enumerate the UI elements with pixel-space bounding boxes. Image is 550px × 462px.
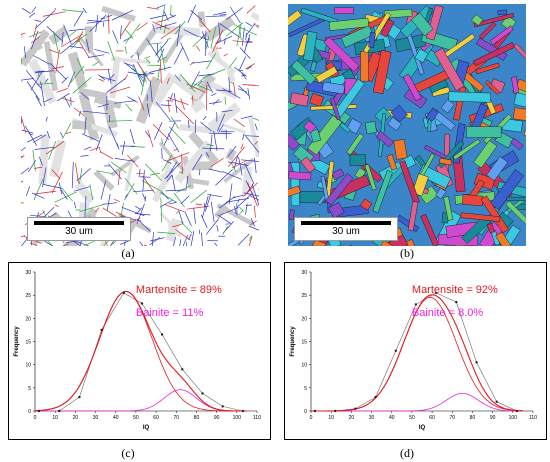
x-tick-label: 40 [113,415,119,421]
x-tick-label: 0 [34,415,37,421]
measured-point [475,361,478,364]
measured-point [140,302,144,305]
x-tick-label: 80 [194,415,200,421]
y-tick-label: 25 [301,293,307,299]
x-tick-label: 80 [470,415,476,421]
y-tick-label: 15 [25,340,31,346]
measured-point [313,409,317,413]
measured-point [515,409,519,413]
bainite-fit-line [35,389,247,412]
measured-point [414,303,418,306]
micrograph-iq-map: 30 um [21,4,259,246]
measured-point [455,300,458,304]
x-tick-label: 70 [449,415,455,421]
iq-histogram-chart-c: 0 10 20 30 40 50 60 70 80 90 100 110 0 5 10 15 20 25 30 IQ F… [8,262,271,440]
measured-point [495,400,498,403]
measured-point [221,405,224,408]
scale-bar-line [34,221,124,225]
y-tick-label: 30 [25,270,31,276]
measured-point [37,409,41,413]
scale-bar-label: 30 um [332,226,360,237]
y-tick-label: 5 [28,386,31,392]
martensite-annotation: Martensite = 89% [136,284,222,296]
measured-point [122,291,126,295]
panel-label-b: (b) [400,246,414,260]
measured-point [58,409,61,413]
iq-boundary-map-image [21,4,259,246]
y-tick-label: 30 [301,270,307,276]
x-tick-label: 70 [173,415,179,421]
x-tick-label: 30 [369,415,375,421]
measured-point [354,407,357,410]
x-tick-label: 110 [529,415,537,421]
x-tick-label: 10 [52,415,58,421]
x-tick-label: 50 [133,415,139,421]
combined-fit-line [35,290,247,412]
measured-point [181,368,184,371]
measured-point [100,328,103,332]
x-tick-label: 90 [214,415,220,421]
panel-label-c: (c) [121,446,135,460]
x-tick-label: 0 [310,415,313,421]
y-axis-label: Frequency [14,326,20,357]
x-tick-label: 100 [233,415,242,421]
measured-point [160,333,164,336]
measured-point [374,395,377,399]
y-tick-label: 10 [25,363,31,369]
x-tick-label: 100 [509,415,518,421]
measured-point [201,392,204,395]
y-tick-label: 20 [25,316,31,322]
bainite-fit-line [311,393,523,412]
chart-svg-c: 0 10 20 30 40 50 60 70 80 90 100 110 0 5 10 15 20 25 30 IQ F… [14,270,261,431]
x-tick-label: 30 [93,415,99,421]
iq-histogram-chart-d: 0 10 20 30 40 50 60 70 80 90 100 110 0 5 10 15 20 25 30 IQ F… [284,262,547,440]
scale-bar-line [301,221,391,225]
scale-bar-b: 30 um [294,217,398,241]
scale-bar-a: 30 um [27,217,131,241]
panel-label-a: (a) [121,246,135,260]
bainite-annotation: Bainite = 11% [136,307,204,319]
martensite-annotation: Martensite = 92% [412,284,498,296]
measured-point [78,395,81,399]
x-tick-label: 90 [490,415,496,421]
y-axis-label: Frequency [290,326,296,357]
measured-point [394,349,397,352]
x-tick-label: 60 [153,415,159,421]
panel-label-d: (d) [400,446,414,460]
x-tick-label: 10 [328,415,334,421]
y-tick-label: 20 [301,316,307,322]
measured-point [434,291,438,295]
y-tick-label: 25 [25,293,31,299]
y-tick-label: 5 [304,386,307,392]
y-tick-label: 0 [304,409,307,415]
y-tick-label: 0 [28,409,31,415]
measured-point [334,409,337,413]
x-tick-label: 110 [253,415,261,421]
bainite-annotation: Bainite = 8.0% [412,307,483,319]
x-axis-label: IQ [419,425,426,431]
measured-point [241,409,245,413]
scale-bar-label: 30 um [65,226,93,237]
x-tick-label: 20 [349,415,355,421]
x-tick-label: 60 [429,415,435,421]
ipf-orientation-map-image [288,4,526,246]
x-tick-label: 40 [389,415,395,421]
x-tick-label: 50 [409,415,415,421]
micrograph-ipf-map: 30 um [288,4,526,246]
combined-fit-line [311,294,523,412]
x-tick-label: 20 [73,415,79,421]
y-tick-label: 10 [301,363,307,369]
x-axis-label: IQ [143,425,150,431]
chart-svg-d: 0 10 20 30 40 50 60 70 80 90 100 110 0 5 10 15 20 25 30 IQ F… [290,270,537,431]
y-tick-label: 15 [301,340,307,346]
